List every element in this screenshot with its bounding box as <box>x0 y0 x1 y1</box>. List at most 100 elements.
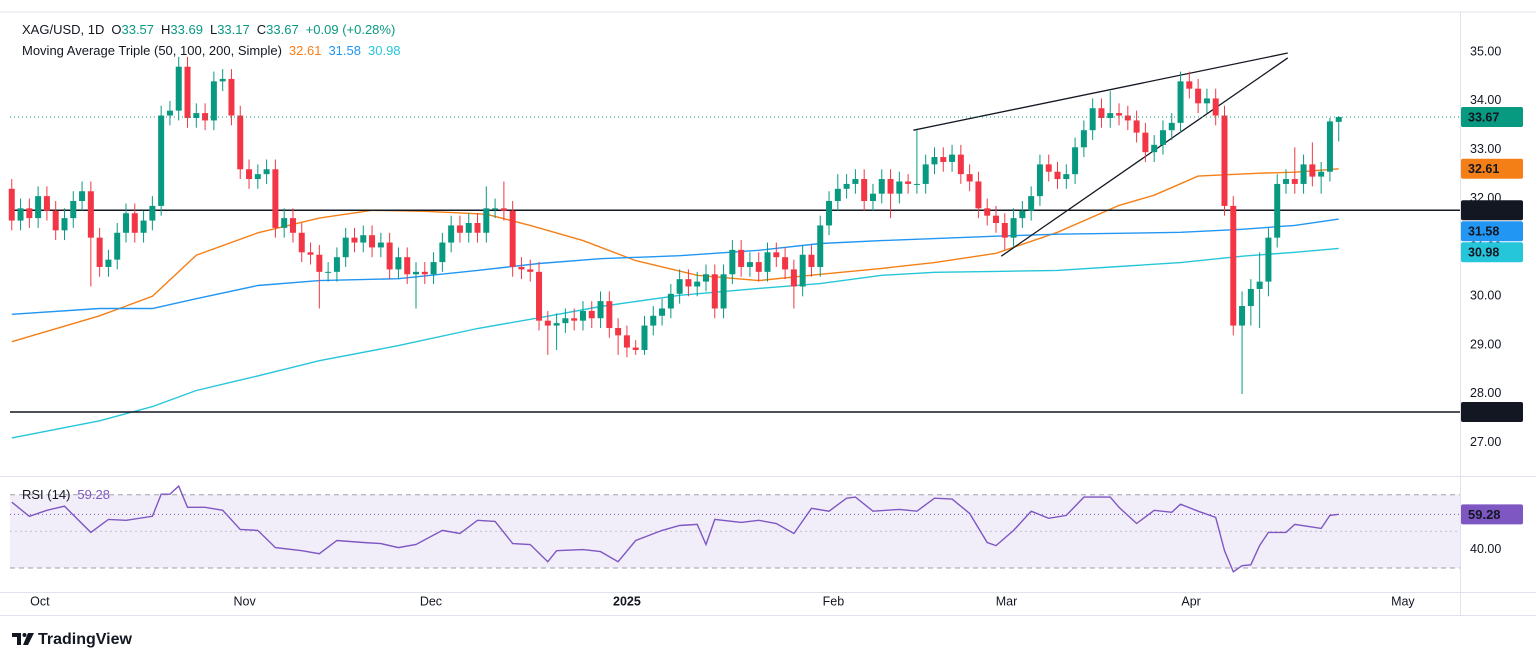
candle-body <box>887 179 894 194</box>
price-badge-label: 30.98 <box>1468 246 1499 260</box>
candle-body <box>386 242 393 270</box>
candle-body <box>228 78 235 116</box>
candle-body <box>922 164 929 184</box>
candle-body <box>1283 179 1289 184</box>
rsi-value: 59.28 <box>77 487 110 502</box>
y-tick-label: 33.00 <box>1470 142 1501 156</box>
candle-body <box>984 208 991 216</box>
candle-body <box>1256 281 1263 289</box>
candle-body <box>413 271 419 275</box>
candle-body <box>957 154 964 175</box>
candle-body <box>1072 147 1079 175</box>
candle-body <box>272 169 279 228</box>
brand-name: TradingView <box>38 631 133 648</box>
line-series <box>11 484 1339 573</box>
candle-body <box>8 188 15 221</box>
candle-body <box>289 218 296 233</box>
symbol: XAG/USD, 1D <box>22 22 104 37</box>
candle-body <box>377 242 384 248</box>
candle-body <box>949 154 956 162</box>
candle-body <box>861 179 868 202</box>
rsi-tick-label: 40.00 <box>1470 542 1501 556</box>
rsi-badge <box>1461 504 1523 525</box>
x-tick-label: Nov <box>234 594 257 608</box>
trendline <box>1000 57 1289 257</box>
candle-body <box>1221 115 1228 206</box>
candle-body <box>96 237 103 267</box>
rsi-header: RSI (14) 59.28 <box>22 487 110 502</box>
candle-body <box>281 218 288 228</box>
candle-body <box>307 252 314 255</box>
candle-body <box>703 274 709 282</box>
candle-body <box>483 208 490 233</box>
candle-body <box>430 262 437 275</box>
candle-body <box>342 237 349 258</box>
candle-body <box>1239 306 1246 326</box>
candle-body <box>1195 88 1202 104</box>
candle-body <box>808 254 815 267</box>
x-tick-label: Mar <box>996 594 1018 608</box>
candle-body <box>210 81 217 121</box>
candle-body <box>1019 210 1026 219</box>
candle-body <box>869 193 876 202</box>
candle-body <box>1230 205 1237 326</box>
candle-body <box>158 115 165 206</box>
candle-body <box>597 301 604 319</box>
price-badge <box>1461 402 1523 423</box>
candle-body <box>1028 196 1035 211</box>
candle-body <box>536 271 543 321</box>
price-badge-label: 33.67 <box>1468 110 1499 124</box>
candle-body <box>650 315 657 326</box>
candle-body <box>246 169 253 180</box>
candle-body <box>782 257 789 270</box>
candle-body <box>114 232 121 260</box>
trendline <box>913 52 1288 131</box>
candle-body <box>87 191 94 238</box>
candle-body <box>70 201 77 219</box>
candle-body <box>254 174 261 180</box>
candle-body <box>632 347 639 350</box>
price-badge <box>1461 242 1523 263</box>
candle-body <box>729 249 736 275</box>
candle-body <box>175 66 182 111</box>
candle-body <box>896 181 903 194</box>
candle-body <box>667 293 674 309</box>
candle-body <box>1080 130 1087 148</box>
change: +0.09 (+0.28%) <box>306 22 396 37</box>
candle-body <box>1300 164 1307 184</box>
price-badge-label: 32.61 <box>1468 162 1499 176</box>
candle-body <box>105 259 112 267</box>
candle-body <box>623 335 630 348</box>
candle-body <box>202 113 209 121</box>
candle-body <box>1203 98 1210 104</box>
candle-body <box>1036 164 1043 197</box>
candle-body <box>369 235 376 248</box>
candle-body <box>843 183 850 189</box>
y-tick-label: 34.00 <box>1470 93 1501 107</box>
ohlc-label: L <box>210 22 217 37</box>
x-tick-label: 2025 <box>613 594 641 608</box>
candle-body <box>61 218 68 231</box>
indicator-name: Moving Average Triple (50, 100, 200, Sim… <box>22 43 282 58</box>
candle-body <box>993 215 999 223</box>
candle-body <box>1124 115 1131 121</box>
candle-body <box>79 191 86 202</box>
header-line: XAG/USD, 1D O33.57 H33.69 L33.17 C33.67 +0.09… <box>22 22 395 37</box>
candle-body <box>755 262 762 272</box>
candle-body <box>1107 113 1114 118</box>
candle-body <box>1212 98 1219 116</box>
rsi-title: RSI (14) <box>22 487 70 502</box>
candle-body <box>123 213 129 233</box>
candle-body <box>219 78 226 82</box>
indicator-value: 32.61 <box>289 43 322 58</box>
candle-body <box>1318 171 1325 177</box>
candle-body <box>404 257 411 275</box>
x-tick-label: Feb <box>823 594 845 608</box>
candle-body <box>500 208 507 211</box>
candle-body <box>1247 288 1254 307</box>
x-tick-label: May <box>1391 594 1415 608</box>
ohlc-value: 33.17 <box>217 22 250 37</box>
